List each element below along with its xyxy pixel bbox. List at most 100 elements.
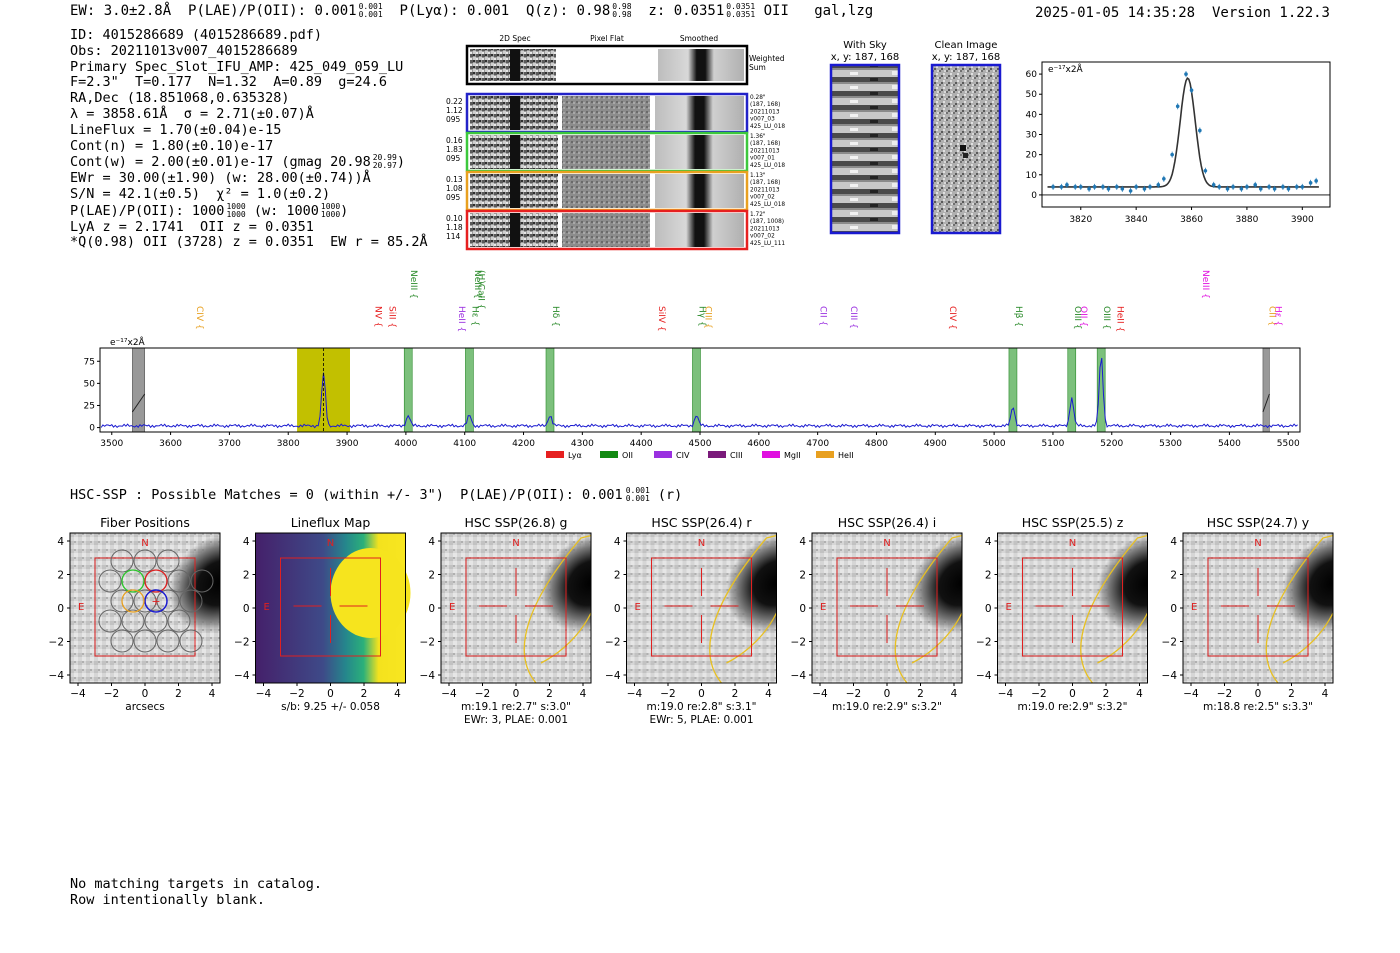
fiber-circle — [98, 609, 122, 633]
header-timestamp: 2025-01-05 14:35:28 Version 1.22.3 — [1035, 5, 1330, 21]
info-plae2: P(LAE)/P(OII): 1000 1000 1000 (w: 1000 1000… — [70, 201, 349, 219]
fit-plot-point — [1059, 185, 1064, 189]
hsc-ytick-label: 2 — [57, 570, 64, 582]
clean-image-xy: x, y: 187, 168 — [932, 52, 1001, 63]
fit-plot-point — [1184, 72, 1188, 76]
fit-plot-point — [1073, 185, 1078, 189]
spectrum-line-label-text: CII { — [818, 306, 828, 326]
spectrum-line-label: HeII { — [1115, 306, 1125, 332]
spectrum-xtick-label: 5100 — [1041, 439, 1064, 449]
weighted-label: Weighted — [749, 54, 785, 63]
hsc-ytick-label: −4 — [420, 670, 436, 682]
spectrum-line-label-text: NeIII { — [1200, 270, 1210, 299]
spectrum-xtick-label: 4200 — [512, 439, 535, 449]
fit-plot-point — [1225, 187, 1230, 191]
spectrum-line-label: OIII { — [1101, 306, 1111, 330]
hsc-panel: HSC SSP(26.8) g N E 4 2 0 −2 −4 −4 −2 0 2 4 m:19.1 re… — [420, 515, 592, 726]
fit-plot-point — [1106, 187, 1111, 191]
hsc-panel: HSC SSP(26.4) i N E 4 2 0 −2 −4 −4 −2 0 2 4 m:19.0 re… — [791, 515, 963, 713]
spectrum-line-band — [545, 347, 555, 433]
spec2d-col-label: Pixel Flat — [590, 34, 624, 43]
fit-plot-point — [1231, 185, 1235, 189]
hsc-panel-caption: arcsecs — [125, 701, 164, 713]
hsc-xtick-label: −4 — [70, 688, 86, 700]
hsc-xtick-label: −2 — [475, 688, 490, 700]
spectrum-line-label: CIV { — [194, 306, 204, 330]
fit-plot-point — [1308, 181, 1313, 185]
spectrum-line-label-text: HeII { — [1115, 306, 1125, 332]
hsc-xtick-label: −2 — [660, 688, 675, 700]
header-qz-lo: 0.98 — [612, 10, 632, 19]
hsc-panel: HSC SSP(24.7) y N E 4 2 0 −2 −4 −4 −2 0 2 4 m:18.8 re… — [1162, 515, 1334, 713]
compass-north: N — [512, 538, 519, 549]
info-contw: Cont(w) = 2.00(±0.01)e-17 (gmag 20.98 20.… — [70, 153, 405, 171]
weighted-smoothed — [658, 49, 744, 81]
info-radec: RA,Dec (18.851068,0.635328) — [70, 90, 290, 107]
spectrum-line-label: SiII { — [386, 306, 396, 328]
compass-east: E — [1006, 602, 1012, 613]
info-plae2-w-hi: 1000 — [320, 201, 341, 211]
spectrum-line-label-text: CIII { — [848, 306, 858, 329]
header-ew: EW: 3.0±2.8Å — [70, 3, 172, 19]
fit-plot-xtick-label: 3820 — [1069, 215, 1092, 225]
spec2d-row-smoothed — [655, 213, 744, 247]
spec2d-row-right-label: 20211013 — [750, 226, 780, 232]
hsc-panel-caption-2: EWr: 5, PLAE: 0.001 — [649, 714, 753, 726]
spectrum-xtick-label: 5500 — [1277, 439, 1300, 449]
with-sky-xy: x, y: 187, 168 — [831, 52, 900, 63]
hsc-panel-caption: m:19.0 re:2.8" s:3.1" — [647, 701, 757, 713]
fit-plot-ylabel: e⁻¹⁷x2Å — [1048, 63, 1084, 75]
hsc-xtick-label: 0 — [327, 688, 334, 700]
info-q: *Q(0.98) OII (3728) z = 0.0351 EW r = 85… — [70, 234, 428, 251]
spec2d-row-left-label: 0.22 — [446, 97, 463, 106]
info-contw-lo: 20.97 — [372, 161, 397, 171]
spectrum-legend-swatch — [708, 451, 726, 458]
fit-plot-point — [1175, 104, 1180, 109]
weighted-line — [510, 49, 520, 81]
spectrum-xtick-label: 5200 — [1100, 439, 1123, 449]
spectrum-xtick-label: 5000 — [983, 439, 1006, 449]
fit-plot-ytick-label: 40 — [1026, 110, 1038, 120]
hsc-panel-caption: m:19.1 re:2.7" s:3.0" — [461, 701, 571, 713]
spectrum-line-label-text: NeIII { — [472, 270, 482, 299]
spectrum-line — [100, 357, 1298, 429]
spec2d-row-smoothed — [655, 96, 744, 130]
info-ewr: EWr = 30.00(±1.90) (w: 28.00(±0.74))Å — [70, 170, 371, 187]
spec2d-row-line — [510, 213, 520, 247]
fit-plot-xtick-label: 3860 — [1180, 215, 1203, 225]
spectrum-line-band — [1067, 347, 1077, 433]
hsc-xtick-label: −2 — [289, 688, 304, 700]
hsc-panel-title: Fiber Positions — [100, 515, 190, 530]
hsc-ytick-label: −4 — [49, 670, 65, 682]
hsc-xtick-label: −2 — [1217, 688, 1232, 700]
with-sky-image — [829, 63, 901, 235]
fiber-circle — [167, 569, 191, 593]
hsc-xtick-label: 0 — [142, 688, 149, 700]
info-lya: LyA z = 2.1741 OII z = 0.0351 — [70, 218, 314, 235]
header-version: Version 1.22.3 — [1211, 5, 1330, 21]
info-plae2-w: (w: 1000 — [253, 202, 319, 219]
fit-plot-point — [1272, 187, 1277, 191]
hsc-ytick-label: 2 — [428, 570, 435, 582]
hsc-search-box — [651, 557, 752, 657]
fiber-circle — [133, 589, 157, 613]
hsc-ytick-label: 4 — [985, 536, 992, 548]
compass-north: N — [141, 538, 148, 549]
spec2d-row-right-label: v007_02 — [750, 195, 775, 201]
hsc-ytick-label: −2 — [605, 637, 620, 649]
spec2d-row-right-label: 1.72" — [750, 212, 766, 218]
hsc-xtick-label: −4 — [256, 688, 272, 700]
hsc-ytick-label: 4 — [614, 536, 621, 548]
clean-image-source-2 — [963, 153, 968, 158]
hsc-panels: Fiber Positions + N E 4 2 0 −2 −4 −4 −2 0 2 4 arcsecs L… — [49, 515, 1334, 726]
fit-plot-ytick-label: 30 — [1026, 131, 1038, 141]
spec2d-col-label: 2D Spec — [499, 34, 530, 43]
hsc-panel-caption: m:19.0 re:2.9" s:3.2" — [832, 701, 942, 713]
spectrum-line-label: Hε { — [469, 306, 479, 326]
catalog-footer: No matching targets in catalog. Row inte… — [70, 876, 322, 908]
header-z: z: 0.0351 — [648, 3, 725, 19]
header-plae: P(LAE)/P(OII): 0.001 — [188, 3, 357, 19]
fit-plot-point — [1128, 189, 1133, 193]
hsc-xtick-label: 2 — [1288, 688, 1295, 700]
spec2d-col-label: Smoothed — [680, 34, 719, 43]
